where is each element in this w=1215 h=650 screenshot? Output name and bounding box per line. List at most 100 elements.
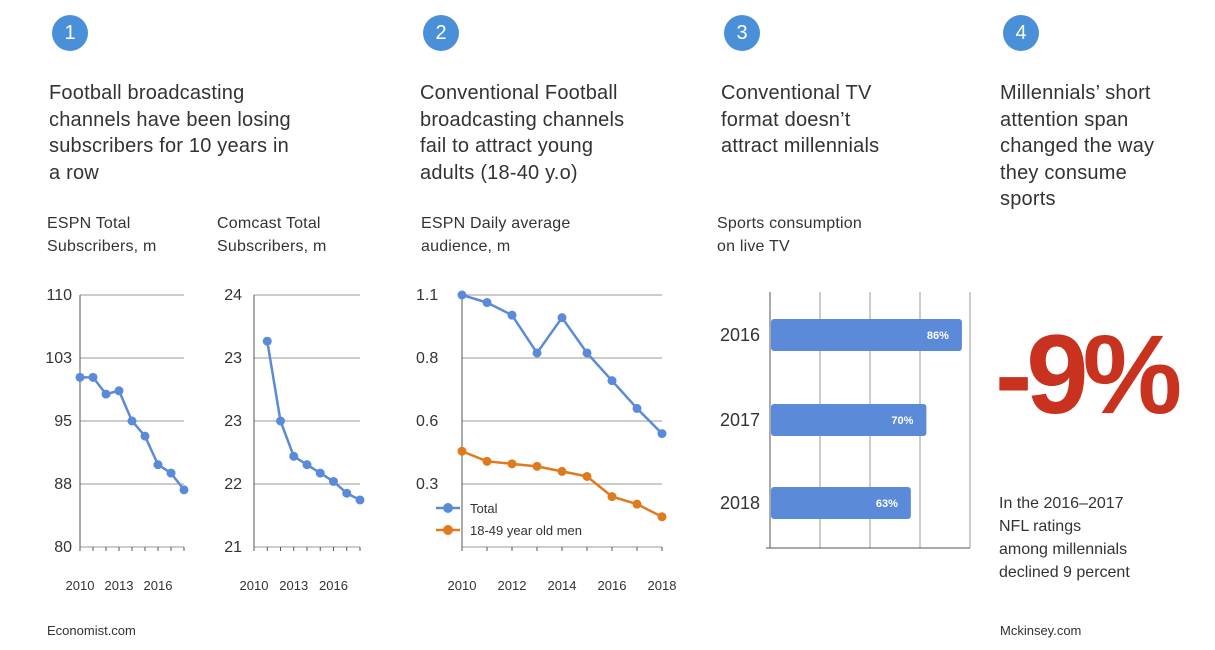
panel-2-headline: Conventional Football broadcasting chann… [420, 80, 624, 186]
chart-title-line: Subscribers, m [47, 238, 157, 255]
big-stat-value: -9% [995, 312, 1182, 437]
stat-note-line: In the 2016–2017 [999, 495, 1124, 512]
data-point [507, 310, 517, 320]
data-point [457, 446, 467, 456]
y-tick-label: 103 [45, 350, 72, 367]
data-point [302, 460, 312, 470]
comcast-subscribers-chart: 21 22 23 23 24 2010 2013 2016 [224, 287, 365, 593]
headline-line: broadcasting channels [420, 108, 625, 131]
stat-note-line: among millennials [999, 541, 1128, 558]
y-tick-label: 80 [54, 539, 72, 556]
category-label: 2017 [720, 410, 760, 430]
espn-audience-chart: 0.3 0.6 0.8 1.1 2010 2012 2014 2016 2018 Total 18-… [416, 287, 677, 593]
chart-title-line: Sports consumption [717, 215, 863, 232]
chart-title-line: ESPN Daily average [421, 215, 571, 232]
headline-line: adults (18-40 y.o) [420, 161, 578, 184]
data-point [153, 460, 163, 470]
bar-value-label: 63% [876, 498, 898, 510]
x-tick-label: 2010 [240, 578, 269, 593]
data-point [140, 431, 150, 441]
headline-line: fail to attract young [420, 135, 594, 157]
legend-label: 18-49 year old men [470, 523, 582, 538]
x-tick-label: 2010 [66, 578, 95, 593]
data-point [632, 499, 642, 509]
y-tick-label: 23 [224, 350, 242, 367]
live-tv-title: Sports consumption on live TV [717, 212, 862, 258]
stat-note-line: NFL ratings [999, 518, 1082, 535]
x-tick-label: 2013 [105, 578, 134, 593]
y-tick-label: 88 [54, 476, 72, 493]
data-point [88, 372, 98, 382]
bar-value-label: 86% [927, 330, 949, 342]
data-point [127, 416, 137, 426]
data-point [457, 290, 467, 300]
x-tick-label: 2018 [648, 578, 677, 593]
category-label: 2018 [720, 493, 760, 513]
headline-line: sports [1000, 188, 1056, 210]
data-point [532, 461, 542, 471]
y-tick-label: 22 [224, 476, 242, 493]
data-point [114, 386, 124, 396]
y-tick-label: 0.8 [416, 350, 438, 367]
comcast-subscribers-title: Comcast Total Subscribers, m [217, 212, 327, 258]
data-point [482, 298, 492, 308]
chart-title-line: on live TV [717, 238, 790, 255]
live-tv-chart: 86% 2016 70% 2017 63% 2018 [720, 292, 971, 549]
headline-line: attract millennials [721, 135, 880, 157]
step-badge-1: 1 [52, 15, 88, 51]
y-tick-label: 0.3 [416, 476, 438, 493]
legend-swatch-dot [443, 525, 453, 535]
data-point [355, 495, 365, 505]
x-tick-label: 2012 [498, 578, 527, 593]
panel-1-headline: Football broadcasting channels have been… [49, 80, 291, 186]
step-badge-4: 4 [1003, 15, 1039, 51]
panel-3-headline: Conventional TV format doesn’t attract m… [721, 80, 879, 160]
source-left: Economist.com [47, 623, 136, 638]
headline-line: format doesn’t [721, 108, 851, 131]
espn-subscribers-title: ESPN Total Subscribers, m [47, 212, 157, 258]
y-tick-label: 23 [224, 413, 242, 430]
y-tick-label: 24 [224, 287, 242, 304]
data-point [607, 492, 617, 502]
y-tick-label: 0.6 [416, 413, 438, 430]
headline-line: Football broadcasting [49, 82, 245, 104]
panel-4-headline: Millennials’ short attention span change… [1000, 80, 1154, 213]
data-point [329, 476, 338, 486]
espn-subscribers-chart: 80 88 95 103 110 2010 2013 2016 [45, 287, 189, 593]
headline-line: Conventional Football [420, 82, 618, 104]
data-point [657, 429, 667, 439]
data-point [482, 456, 492, 466]
data-point [557, 466, 567, 476]
headline-line: a row [49, 161, 99, 184]
headline-line: they consume [1000, 161, 1127, 184]
y-tick-label: 1.1 [416, 287, 438, 304]
bar [771, 319, 962, 351]
data-point [342, 488, 352, 498]
data-point [632, 403, 642, 413]
data-point [582, 471, 592, 481]
chart-title-line: audience, m [421, 238, 511, 255]
headline-line: channels have been losing [49, 108, 291, 131]
headline-line: attention span [1000, 108, 1129, 131]
data-point [507, 459, 517, 469]
stat-note-line: declined 9 percent [999, 564, 1130, 581]
stat-note: In the 2016–2017 NFL ratings among mille… [999, 492, 1199, 584]
source-right: Mckinsey.com [1000, 623, 1082, 638]
x-tick-label: 2016 [598, 578, 627, 593]
step-badge-3: 3 [724, 15, 760, 51]
bar [771, 404, 927, 436]
data-point [166, 468, 176, 478]
espn-audience-title: ESPN Daily average audience, m [421, 212, 570, 258]
data-point [179, 485, 189, 495]
data-point [582, 348, 592, 358]
x-tick-label: 2016 [144, 578, 173, 593]
y-tick-label: 21 [224, 539, 242, 556]
data-point [557, 313, 567, 323]
data-point [532, 348, 542, 358]
data-point [75, 372, 85, 382]
legend-swatch-dot [443, 503, 453, 513]
chart-title-line: Subscribers, m [217, 238, 327, 255]
data-point [315, 468, 325, 478]
x-tick-label: 2014 [548, 578, 577, 593]
data-point [262, 336, 272, 346]
